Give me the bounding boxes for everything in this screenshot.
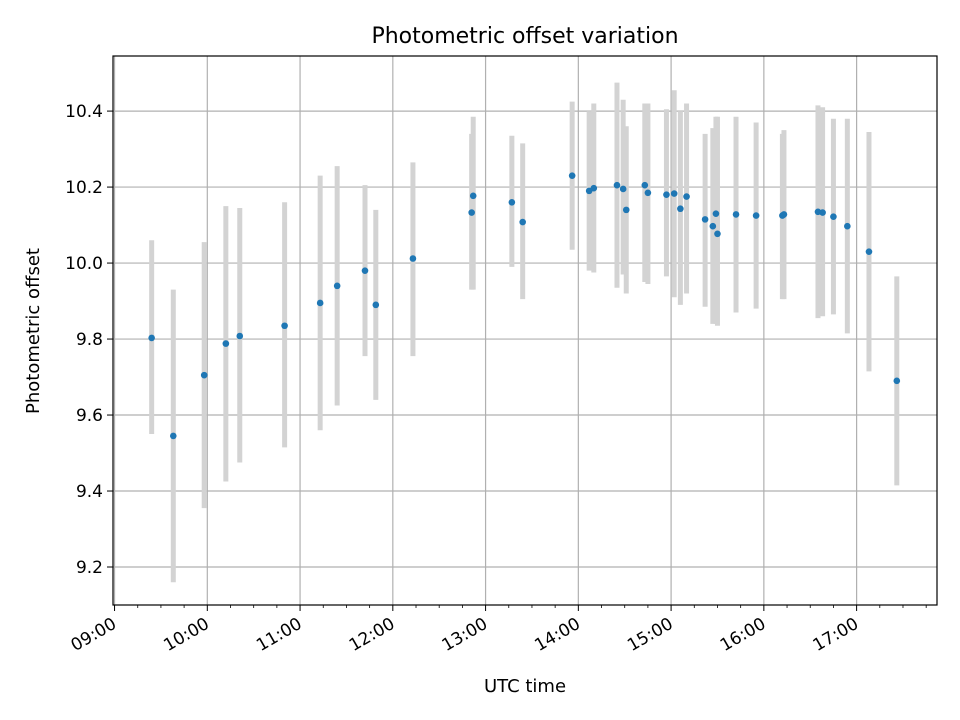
data-point [613,181,621,189]
data-point [622,206,630,214]
data-point [683,193,690,200]
data-point [701,216,709,223]
y-tick-label: 9.8 [76,330,103,350]
data-point [148,334,155,342]
data-point [508,198,516,206]
data-point [752,212,760,219]
data-point [677,205,684,213]
chart-title: Photometric offset variation [371,24,678,49]
y-tick-label: 9.6 [76,406,103,426]
y-tick-label: 10.4 [65,102,103,122]
y-tick-label: 9.2 [76,558,103,578]
data-point [222,340,230,347]
data-point [372,301,380,309]
data-point [361,267,369,274]
data-point [590,184,598,192]
data-point [281,322,288,330]
x-minor-ticks [137,605,927,608]
data-point [709,222,717,230]
data-point [568,172,576,179]
data-point [519,218,526,226]
data-point [333,282,341,290]
plot-frame [112,55,938,606]
data-points [148,172,901,440]
x-grid [113,56,858,605]
data-point [663,191,670,198]
data-point [732,211,740,218]
y-tick-label: 10.0 [65,254,103,274]
data-point [468,209,475,216]
data-point [712,210,720,217]
data-point [830,213,837,221]
data-point [409,255,417,262]
data-point [670,190,678,197]
data-point [619,185,627,193]
data-point [844,222,851,230]
x-axis-label: UTC time [484,676,566,697]
data-point [644,189,652,197]
y-tick-label: 10.2 [65,178,103,198]
data-point [819,209,826,216]
data-point [469,192,477,200]
data-point [893,377,901,385]
data-point [714,230,721,238]
y-axis-label: Photometric offset [23,248,44,414]
data-point [200,371,208,379]
data-point [236,332,244,340]
data-point [641,181,649,189]
data-point [169,432,177,440]
y-axis-ticks: 9.2 9.4 9.6 9.8 10.0 10.2 10.4 [65,102,113,578]
data-point [316,299,324,307]
data-point [865,248,873,255]
data-point [780,211,788,218]
y-tick-label: 9.4 [76,482,103,502]
